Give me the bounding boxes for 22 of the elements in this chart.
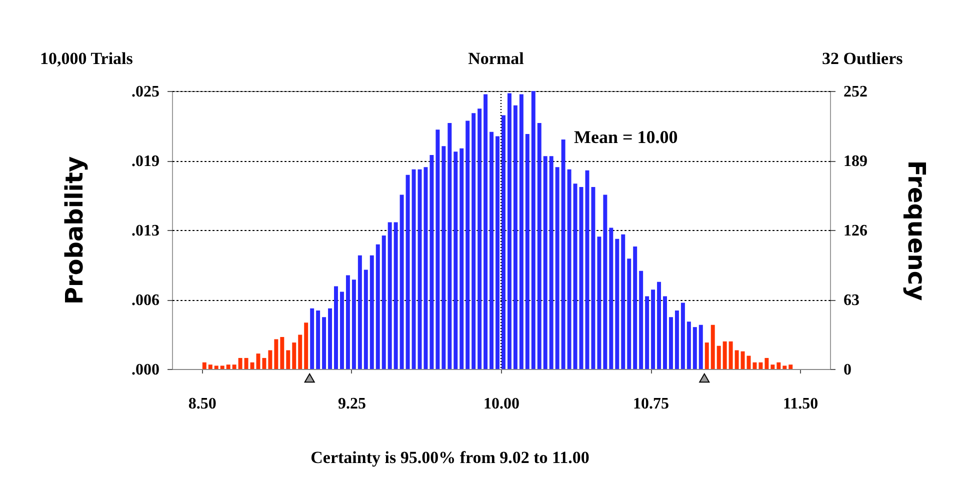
y2-tick-label: 63: [844, 292, 860, 309]
x-tick-label: 10.75: [633, 396, 670, 412]
y-tick-label: .013: [132, 222, 160, 240]
ref-line-label: Mean = 10.00: [574, 127, 678, 147]
text: 10,000 Trials: [40, 49, 134, 68]
y2-tick-label: 252: [844, 84, 868, 100]
x-tick-label: 11.50: [783, 396, 818, 412]
y-tick-label: .000: [132, 362, 160, 378]
text: Certainty is 95.00% from 9.02 to 11.00: [310, 448, 590, 467]
y-tick-label: .006: [132, 292, 160, 309]
y2-tick-label: 126: [844, 222, 868, 240]
chart-title: Normal: [468, 49, 524, 68]
y-tick-label: .019: [132, 153, 160, 170]
y2-tick-label: 0: [844, 362, 852, 378]
y-tick-label: .025: [132, 84, 160, 100]
y2-tick-label: 189: [844, 153, 868, 170]
text: 32 Outliers: [822, 49, 904, 68]
x-tick-label: 8.50: [188, 396, 216, 412]
y2-axis-title: Frequency: [902, 160, 930, 302]
x-tick-label: 9.25: [338, 396, 366, 412]
y-axis-title: Probability: [60, 156, 88, 305]
x-tick-label: 10.00: [484, 396, 520, 412]
